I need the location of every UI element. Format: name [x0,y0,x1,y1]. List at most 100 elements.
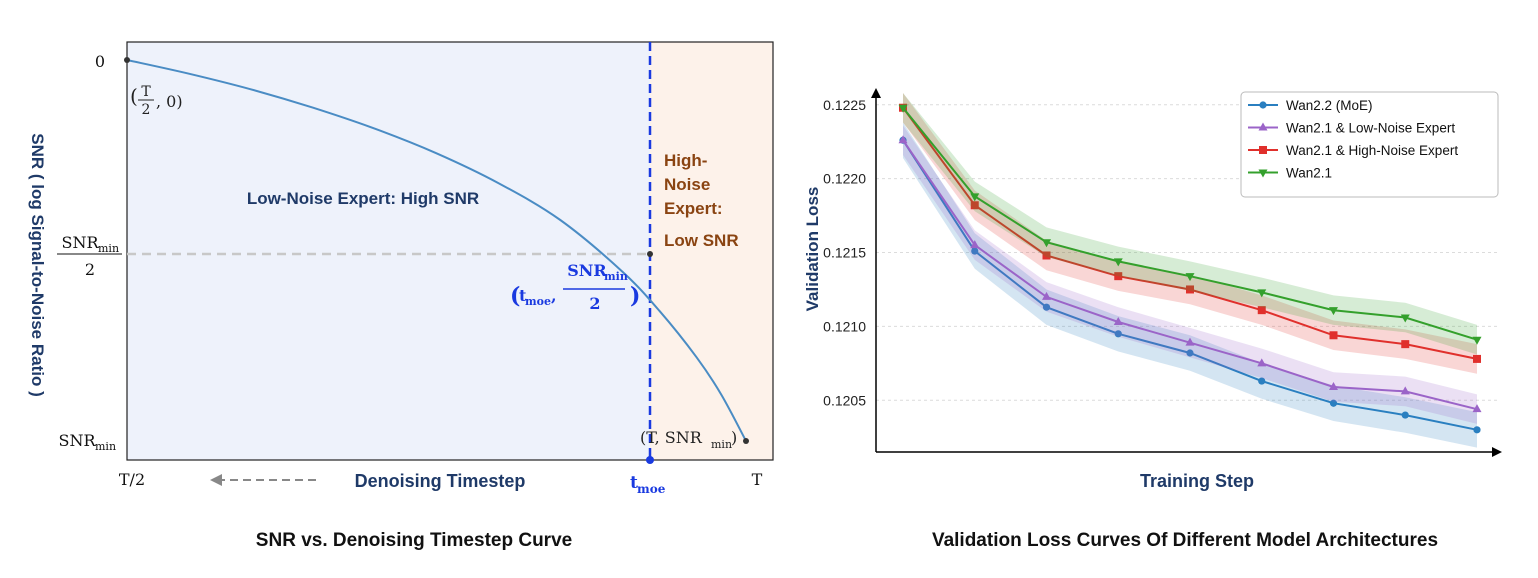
x-tick-t-half: T/2 [119,470,145,489]
svg-text:(T, SNR: (T, SNR [640,428,703,447]
y-tick-label: 0.1210 [823,318,866,334]
svg-text:): ) [630,283,640,309]
data-point [1257,358,1267,367]
series-3 [898,93,1482,355]
data-point [1329,307,1338,316]
svg-text:(: ( [510,283,520,309]
data-point [1042,291,1051,300]
y-tick-label: 0.1225 [823,97,866,113]
legend-item: Wan2.2 (MoE) [1248,98,1373,113]
svg-text:moe: moe [525,295,551,308]
legend-item: Wan2.1 & High-Noise Expert [1248,143,1458,158]
snr-chart: Low-Noise Expert: High SNR High- Noise E… [28,41,774,551]
data-point [1329,331,1338,340]
left-x-axis-label: Denoising Timestep [355,471,526,491]
data-point [1473,354,1481,363]
data-point [1400,386,1410,395]
data-point [1114,272,1123,281]
legend-label: Wan2.1 & Low-Noise Expert [1286,121,1455,136]
svg-text:2: 2 [142,102,151,118]
y-tick-label: 0.1215 [823,245,866,261]
boundary-point-annotation: ( t moe , SNR min 2 ) [510,261,640,313]
start-point-annotation: ( T 2 , 0) [130,84,183,118]
svg-text:2: 2 [589,294,600,313]
high-noise-region-label: High- Noise Expert: Low SNR [664,151,739,250]
series-1 [898,125,1482,424]
data-point [971,247,979,255]
snr-curve [126,59,747,442]
svg-text:,: , [551,286,557,305]
x-tick-t-moe: t moe [630,473,666,496]
legend-item: Wan2.1 [1248,166,1332,181]
data-point [1329,381,1338,390]
data-point [1042,251,1051,260]
data-point [1258,377,1266,385]
y-tick-snr-half: SNR min 2 [57,233,122,279]
legend-label: Wan2.1 [1286,166,1332,181]
denoising-direction-arrowhead [210,474,222,486]
data-point [970,240,980,249]
y-tick-labels: 0.1205 0.1210 0.1215 0.1220 0.1225 [823,97,866,409]
svg-text:T: T [141,84,151,100]
left-chart-title: SNR vs. Denoising Timestep Curve [256,530,572,551]
data-point [1401,340,1410,349]
svg-text:, 0): , 0) [156,92,183,111]
validation-loss-chart: 0.1205 0.1210 0.1215 0.1220 0.1225 Wan2.2 (M… [803,88,1502,551]
svg-text:t: t [519,286,527,305]
x-tick-t: T [752,470,763,489]
data-point [1042,239,1051,248]
data-point [1473,426,1481,434]
low-noise-region-label: Low-Noise Expert: High SNR [247,189,479,208]
svg-text:min: min [711,438,732,451]
svg-text:(: ( [130,84,138,108]
y-tick-zero: 0 [95,52,105,71]
data-point [898,135,908,144]
end-point-annotation: (T, SNR min ) [640,428,737,451]
series-0 [899,122,1481,448]
data-point [1329,399,1338,407]
data-point [970,201,979,210]
svg-text:): ) [731,428,737,447]
legend-label: Wan2.1 & High-Noise Expert [1286,143,1458,158]
t-moe-axis-point [646,456,654,464]
end-point [743,438,749,444]
svg-text:min: min [98,242,119,255]
series-group [898,93,1482,448]
data-point [1258,122,1268,131]
data-point [1401,411,1409,419]
data-point [1257,306,1266,315]
data-point [1042,303,1051,311]
data-point [970,193,980,202]
confidence-band [903,93,1477,374]
data-point [898,104,908,113]
high-noise-region [650,42,773,460]
svg-text:2: 2 [85,260,95,279]
svg-text:min: min [95,440,116,453]
right-y-axis-label: Validation Loss [803,187,822,312]
data-point [1186,285,1194,294]
svg-text:min: min [604,270,628,283]
data-point [1259,146,1267,154]
svg-text:SNR: SNR [567,261,607,280]
data-point [1114,330,1122,338]
left-y-axis-label: SNR ( log Signal-to-Noise Ratio ) [28,133,47,397]
plot-frame [126,41,774,461]
svg-text:moe: moe [637,482,666,496]
start-point [124,57,130,63]
data-point [1185,337,1195,346]
data-point [1113,258,1123,267]
svg-text:SNR: SNR [58,431,96,450]
data-point [1400,314,1410,323]
boundary-point [647,251,653,257]
right-chart-title: Validation Loss Curves Of Different Mode… [932,530,1438,551]
data-point [1257,289,1267,298]
data-point [1472,336,1482,345]
low-noise-region [127,42,650,460]
data-point [1258,169,1268,178]
legend-box [1240,91,1499,198]
data-point [1185,273,1195,282]
data-point [1113,316,1123,325]
data-point [1186,349,1194,357]
legend-label: Wan2.2 (MoE) [1286,98,1373,113]
